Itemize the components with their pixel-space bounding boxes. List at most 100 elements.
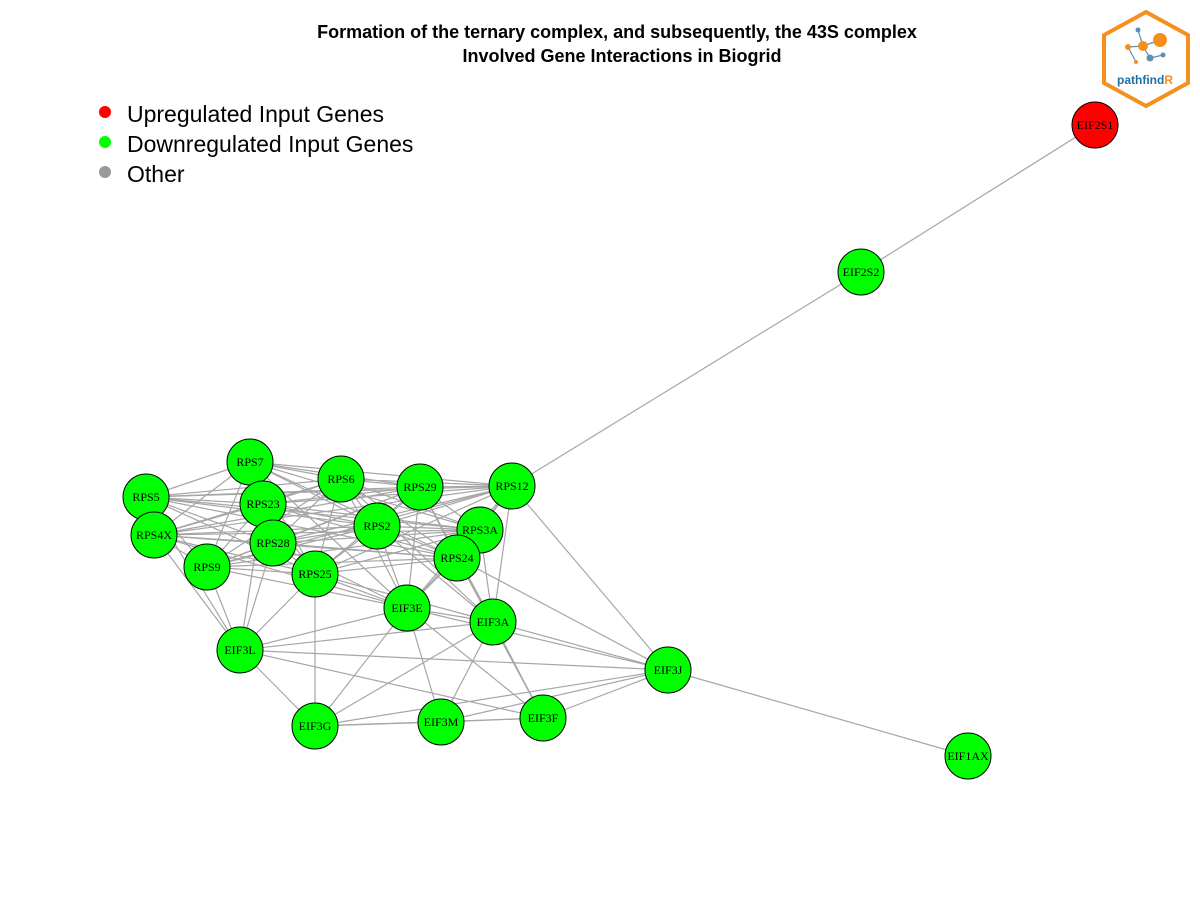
nodes: EIF2S1 EIF2S2 RPS7 RPS5 RPS23 RPS6 RPS29 RPS12 R… bbox=[122, 101, 1119, 780]
node-label-eif3g: EIF3G bbox=[299, 719, 332, 733]
edge-rps12-rps4x bbox=[153, 485, 513, 536]
node-circle-rps25 bbox=[291, 550, 339, 598]
edge-rps28-eif3e bbox=[272, 542, 408, 609]
edge-rps29-rps4x bbox=[153, 486, 421, 536]
node-label-rps29: RPS29 bbox=[403, 480, 436, 494]
node-eif1ax: EIF1AX bbox=[944, 732, 992, 780]
node-circle-eif3e bbox=[383, 584, 431, 632]
node-eif3e: EIF3E bbox=[383, 584, 431, 632]
node-label-rps23: RPS23 bbox=[246, 497, 279, 511]
node-label-rps28: RPS28 bbox=[256, 536, 289, 550]
node-circle-rps29 bbox=[396, 463, 444, 511]
node-label-rps4x: RPS4X bbox=[136, 528, 172, 542]
edge-eif2s2-rps12 bbox=[511, 271, 862, 487]
node-label-eif2s1: EIF2S1 bbox=[1077, 118, 1114, 132]
logo-text-main: pathfind bbox=[1117, 73, 1164, 87]
node-label-eif3a: EIF3A bbox=[477, 615, 510, 629]
node-eif3g: EIF3G bbox=[291, 702, 339, 750]
node-rps7: RPS7 bbox=[226, 438, 274, 486]
edge-eif3e-eif3f bbox=[406, 607, 544, 719]
node-rps24: RPS24 bbox=[433, 534, 481, 582]
node-rps28: RPS28 bbox=[249, 519, 297, 567]
node-rps29: RPS29 bbox=[396, 463, 444, 511]
node-rps12: RPS12 bbox=[488, 462, 536, 510]
edge-rps2-eif3a bbox=[376, 525, 494, 623]
edge-eif3e-eif3g bbox=[314, 607, 408, 727]
logo-text: pathfindR bbox=[1117, 73, 1173, 87]
network-logo-icon bbox=[1125, 27, 1167, 64]
node-eif3a: EIF3A bbox=[469, 598, 517, 646]
edge-rps23-rps12 bbox=[262, 485, 513, 505]
edge-eif3l-eif3j bbox=[239, 649, 669, 671]
node-circle-eif1ax bbox=[944, 732, 992, 780]
node-label-eif3m: EIF3M bbox=[424, 715, 459, 729]
legend-label-up: Upregulated Input Genes bbox=[127, 101, 384, 127]
node-circle-eif2s2 bbox=[837, 248, 885, 296]
node-label-rps5: RPS5 bbox=[132, 490, 159, 504]
legend-dot-down bbox=[99, 136, 111, 148]
node-circle-eif3l bbox=[216, 626, 264, 674]
node-label-eif2s2: EIF2S2 bbox=[843, 265, 880, 279]
edge-eif3a-eif3l bbox=[239, 621, 494, 651]
pathfindr-logo: pathfindR bbox=[1102, 9, 1190, 109]
edge-eif2s1-eif2s2 bbox=[860, 124, 1096, 273]
node-rps4x: RPS4X bbox=[130, 511, 178, 559]
node-eif2s2: EIF2S2 bbox=[837, 248, 885, 296]
node-rps2: RPS2 bbox=[353, 502, 401, 550]
edge-rps12-rps25 bbox=[314, 485, 513, 575]
node-label-rps25: RPS25 bbox=[298, 567, 331, 581]
node-label-eif3l: EIF3L bbox=[224, 643, 255, 657]
node-label-rps12: RPS12 bbox=[495, 479, 528, 493]
node-circle-rps9 bbox=[183, 543, 231, 591]
edge-rps7-rps12 bbox=[249, 461, 513, 487]
legend-dot-other bbox=[99, 166, 111, 178]
edge-eif3a-eif3j bbox=[492, 621, 669, 671]
node-rps6: RPS6 bbox=[317, 455, 365, 503]
edges bbox=[145, 124, 1096, 757]
legend-label-down: Downregulated Input Genes bbox=[127, 131, 413, 157]
edge-rps4x-eif3l bbox=[153, 534, 241, 651]
edge-eif3j-eif3g bbox=[314, 669, 669, 727]
node-circle-eif2s1 bbox=[1071, 101, 1119, 149]
edge-rps4x-rps3a bbox=[153, 529, 481, 536]
edge-rps6-eif3a bbox=[340, 478, 494, 623]
edge-rps4x-rps25 bbox=[153, 534, 316, 575]
node-circle-eif3j bbox=[644, 646, 692, 694]
edge-rps24-eif3j bbox=[456, 557, 669, 671]
node-circle-rps28 bbox=[249, 519, 297, 567]
legend-label-other: Other bbox=[127, 161, 185, 187]
node-label-eif3e: EIF3E bbox=[391, 601, 422, 615]
edge-rps12-eif3j bbox=[511, 485, 669, 671]
node-label-eif3j: EIF3J bbox=[654, 663, 683, 677]
node-rps9: RPS9 bbox=[183, 543, 231, 591]
legend-dot-up bbox=[99, 106, 111, 118]
node-circle-rps2 bbox=[353, 502, 401, 550]
node-circle-eif3f bbox=[519, 694, 567, 742]
node-circle-eif3m bbox=[417, 698, 465, 746]
title-line-2: Involved Gene Interactions in Biogrid bbox=[462, 46, 781, 66]
node-circle-eif3g bbox=[291, 702, 339, 750]
node-circle-rps12 bbox=[488, 462, 536, 510]
node-label-rps6: RPS6 bbox=[327, 472, 354, 486]
edge-rps5-rps6 bbox=[145, 478, 342, 498]
legend: Upregulated Input Genes Downregulated In… bbox=[99, 101, 413, 187]
edge-eif3j-eif1ax bbox=[667, 669, 969, 757]
node-rps25: RPS25 bbox=[291, 550, 339, 598]
edge-eif3l-eif3f bbox=[239, 649, 544, 719]
edge-eif3j-eif3m bbox=[440, 669, 669, 723]
node-label-rps9: RPS9 bbox=[193, 560, 220, 574]
node-eif3l: EIF3L bbox=[216, 626, 264, 674]
node-circle-rps24 bbox=[433, 534, 481, 582]
node-eif3j: EIF3J bbox=[644, 646, 692, 694]
node-label-eif1ax: EIF1AX bbox=[947, 749, 989, 763]
node-eif3f: EIF3F bbox=[519, 694, 567, 742]
node-label-rps3a: RPS3A bbox=[462, 523, 498, 537]
node-rps23: RPS23 bbox=[239, 480, 287, 528]
node-label-rps24: RPS24 bbox=[440, 551, 473, 565]
node-label-rps2: RPS2 bbox=[363, 519, 390, 533]
title-line-1: Formation of the ternary complex, and su… bbox=[317, 22, 917, 42]
node-eif2s1: EIF2S1 bbox=[1071, 101, 1119, 149]
edge-eif3e-eif3j bbox=[406, 607, 669, 671]
node-label-eif3f: EIF3F bbox=[528, 711, 559, 725]
